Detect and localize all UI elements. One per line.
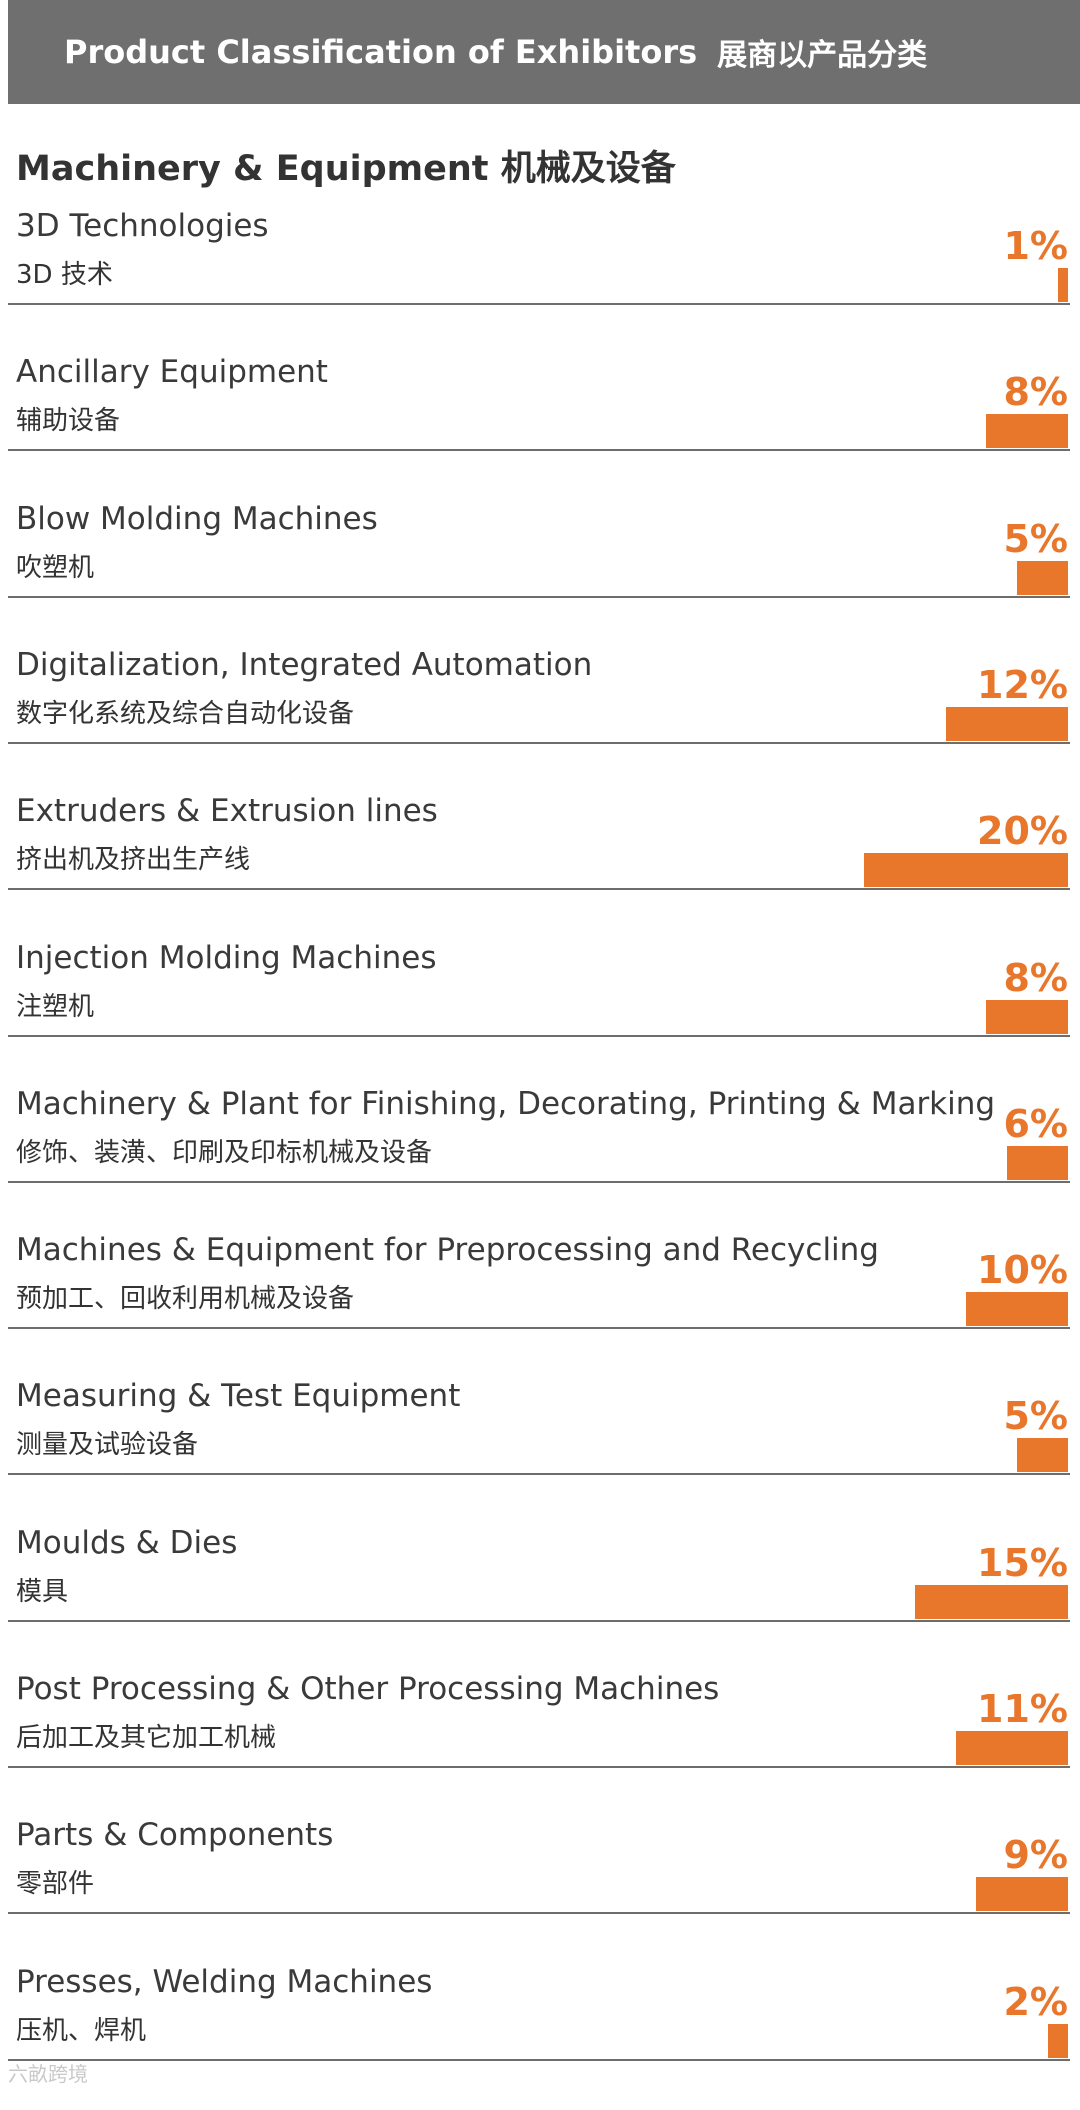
chart-row: Machines & Equipment for Preprocessing a… <box>0 1232 1080 1378</box>
category-label-zh: 压机、焊机 <box>16 2015 147 2046</box>
chart-row: Post Processing & Other Processing Machi… <box>0 1671 1080 1817</box>
category-label-zh: 修饰、装潢、印刷及印标机械及设备 <box>16 1137 433 1168</box>
section-title: Machinery & Equipment 机械及设备 <box>16 149 676 189</box>
chart-row: Machinery & Plant for Finishing, Decorat… <box>0 1086 1080 1232</box>
row-divider <box>8 2058 1070 2061</box>
value-bar <box>915 1584 1068 1619</box>
value-bar <box>1007 1145 1068 1180</box>
percentage-label: 11% <box>977 1687 1068 1731</box>
watermark-logo: 六畝跨境 <box>8 2062 88 2086</box>
chart-row: Digitalization, Integrated Automation 数字化… <box>0 647 1080 793</box>
header-banner: Product Classification of Exhibitors 展商以… <box>8 0 1080 104</box>
row-divider <box>8 1912 1070 1915</box>
chart-row: Blow Molding Machines 吹塑机 5% <box>0 501 1080 647</box>
row-divider <box>8 888 1070 891</box>
category-label-zh: 测量及试验设备 <box>16 1430 199 1461</box>
value-bar <box>986 999 1068 1034</box>
category-label-en: Machinery & Plant for Finishing, Decorat… <box>16 1085 996 1122</box>
percentage-label: 2% <box>1003 1979 1068 2024</box>
value-bar <box>1058 268 1068 302</box>
row-divider <box>8 741 1070 744</box>
category-label-en: Machines & Equipment for Preprocessing a… <box>16 1232 879 1269</box>
category-label-zh: 数字化系统及综合自动化设备 <box>16 698 355 729</box>
value-bar <box>1048 2023 1068 2058</box>
value-bar <box>946 706 1068 741</box>
category-label-en: Presses, Welding Machines <box>16 1963 433 2000</box>
chart-row: Ancillary Equipment 辅助设备 8% <box>0 354 1080 500</box>
row-divider <box>8 1766 1070 1768</box>
chart-row: Injection Molding Machines 注塑机 8% <box>0 940 1080 1086</box>
category-label-zh: 预加工、回收利用机械及设备 <box>16 1284 355 1315</box>
percentage-label: 15% <box>977 1540 1068 1585</box>
category-label-en: Injection Molding Machines <box>16 939 437 976</box>
category-label-en: Digitalization, Integrated Automation <box>16 646 593 683</box>
row-divider <box>8 303 1070 305</box>
percentage-label: 10% <box>977 1248 1068 1293</box>
value-bar <box>956 1731 1068 1765</box>
percentage-label: 20% <box>977 809 1068 854</box>
category-label-zh: 模具 <box>16 1576 69 1607</box>
percentage-label: 8% <box>1003 370 1068 415</box>
category-label-en: Ancillary Equipment <box>16 354 328 391</box>
row-divider <box>8 449 1070 452</box>
row-divider <box>8 595 1070 598</box>
percentage-label: 12% <box>977 662 1068 707</box>
category-label-en: Post Processing & Other Processing Machi… <box>16 1671 720 1707</box>
percentage-label: 5% <box>1003 516 1068 561</box>
category-label-en: Blow Molding Machines <box>16 500 378 537</box>
category-label-zh: 3D 技术 <box>16 260 113 290</box>
value-bar <box>864 853 1068 888</box>
value-bar <box>1017 560 1068 595</box>
category-label-en: Moulds & Dies <box>16 1524 238 1561</box>
category-label-zh: 后加工及其它加工机械 <box>16 1723 277 1753</box>
percentage-label: 8% <box>1003 955 1068 1000</box>
value-bar <box>966 1292 1068 1327</box>
category-label-en: Parts & Components <box>16 1817 334 1854</box>
chart-row: 3D Technologies 3D 技术 1% <box>0 208 1080 354</box>
category-label-zh: 辅助设备 <box>16 406 121 437</box>
row-divider <box>8 1619 1070 1622</box>
value-bar <box>986 414 1068 449</box>
category-label-zh: 吹塑机 <box>16 552 95 583</box>
row-divider <box>8 1180 1070 1183</box>
chart-row: Parts & Components 零部件 9% <box>0 1817 1080 1963</box>
category-label-en: Measuring & Test Equipment <box>16 1378 461 1415</box>
row-divider <box>8 1327 1070 1330</box>
header-title-en: Product Classification of Exhibitors <box>64 33 698 71</box>
header-title-zh: 展商以产品分类 <box>717 38 928 73</box>
row-divider <box>8 1034 1070 1037</box>
percentage-label: 6% <box>1003 1101 1068 1146</box>
category-label-zh: 零部件 <box>16 1869 95 1900</box>
percentage-label: 1% <box>1003 224 1068 268</box>
value-bar <box>976 1877 1068 1912</box>
chart-row: Presses, Welding Machines 压机、焊机 2% <box>0 1964 1080 2110</box>
category-label-en: Extruders & Extrusion lines <box>16 793 438 830</box>
category-label-zh: 注塑机 <box>16 991 95 1022</box>
row-divider <box>8 1473 1070 1476</box>
percentage-label: 5% <box>1003 1394 1068 1439</box>
category-label-en: 3D Technologies <box>16 208 269 244</box>
value-bar <box>1017 1438 1068 1473</box>
percentage-label: 9% <box>1003 1833 1068 1878</box>
chart-row: Extruders & Extrusion lines 挤出机及挤出生产线 20% <box>0 793 1080 939</box>
category-label-zh: 挤出机及挤出生产线 <box>16 845 251 876</box>
chart-row: Moulds & Dies 模具 15% <box>0 1525 1080 1671</box>
chart-row: Measuring & Test Equipment 测量及试验设备 5% <box>0 1378 1080 1524</box>
